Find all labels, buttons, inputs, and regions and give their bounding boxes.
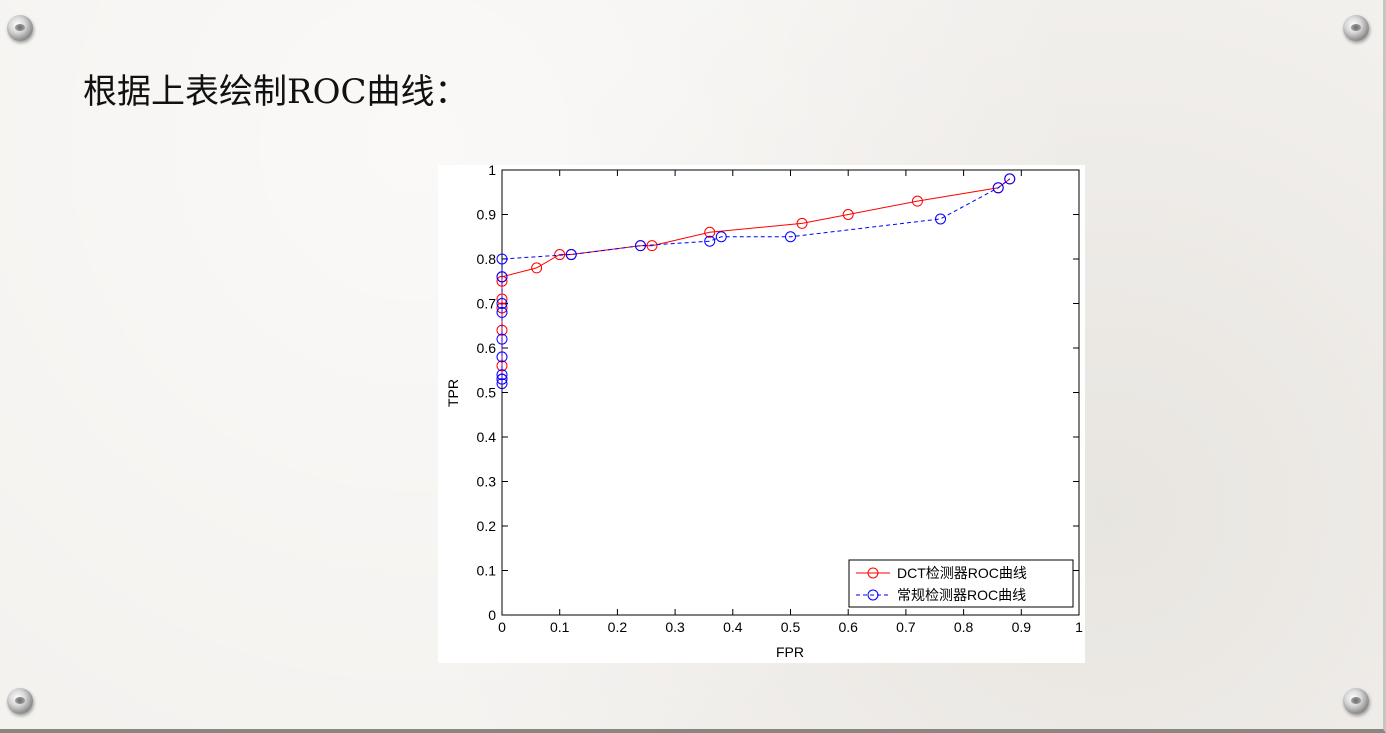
y-tick-label: 0.7 (477, 296, 497, 312)
data-point-conventional (634, 240, 646, 252)
series-conventional (496, 173, 1016, 390)
x-tick-label: 0.8 (954, 619, 974, 635)
x-tick-label: 0.5 (781, 619, 801, 635)
y-tick-label: 0.3 (477, 474, 497, 490)
data-point-conventional (704, 235, 716, 247)
y-tick-label: 0.9 (477, 207, 497, 223)
x-tick-label: 0.1 (550, 619, 570, 635)
y-tick-label: 0.1 (477, 563, 497, 579)
x-axis-label: FPR (776, 644, 804, 660)
slide-title: 根据上表绘制ROC曲线： (83, 72, 469, 112)
data-point-dct (842, 209, 854, 220)
pin-icon (7, 15, 33, 41)
pin-icon (7, 688, 33, 714)
data-point-conventional (496, 306, 508, 318)
y-tick-label: 0.4 (477, 429, 497, 445)
data-point-conventional (1004, 173, 1016, 185)
y-tick-label: 1 (488, 165, 496, 178)
data-point-conventional (496, 369, 508, 381)
data-point-conventional (496, 253, 508, 265)
pin-icon (1343, 688, 1369, 714)
data-point-dct (554, 249, 566, 261)
series-line-conventional (501, 178, 1011, 384)
legend-label-conventional: 常规检测器ROC曲线 (897, 587, 1026, 603)
y-tick-label: 0 (488, 607, 496, 623)
legend: DCT检测器ROC曲线 常规检测器ROC曲线 (848, 559, 1074, 608)
data-point-conventional (496, 351, 508, 363)
data-point-conventional (992, 182, 1004, 194)
pin-icon (1343, 15, 1369, 41)
x-tick-label: 0.4 (723, 619, 743, 635)
x-tick-label: 0.9 (1012, 619, 1032, 635)
y-axis-label: TPR (445, 379, 461, 407)
roc-chart: 0 0.1 0.2 0.3 0.4 0.5 0.6 0.7 0.8 0.9 1 0 0.1 0.2 0.3… (445, 165, 1083, 660)
data-point-conventional (935, 213, 947, 225)
x-tick-label: 0.6 (838, 619, 858, 635)
plot-area (501, 169, 1080, 616)
x-tick-label: 1 (1075, 619, 1083, 635)
roc-chart-figure: 0 0.1 0.2 0.3 0.4 0.5 0.6 0.7 0.8 0.9 1 0 0.1 0.2 0.3… (438, 165, 1085, 663)
legend-box (848, 559, 1074, 608)
data-point-conventional (785, 231, 796, 243)
legend-marker-conventional (867, 589, 879, 601)
y-tick-label: 0.6 (477, 340, 497, 356)
data-point-dct (646, 240, 658, 252)
y-tick-label: 0.8 (477, 251, 497, 267)
y-tick-label: 0.5 (477, 385, 497, 401)
y-tick-label: 0.2 (477, 518, 497, 534)
legend-label-dct: DCT检测器ROC曲线 (897, 565, 1027, 581)
data-point-conventional (565, 249, 577, 261)
data-point-dct (796, 217, 808, 229)
data-point-conventional (496, 373, 508, 385)
legend-marker-dct (867, 567, 879, 579)
data-point-conventional (496, 271, 508, 283)
data-point-conventional (496, 378, 508, 390)
data-point-dct (704, 226, 716, 238)
x-tick-label: 0 (498, 619, 506, 635)
data-point-dct (911, 195, 923, 207)
x-tick-label: 0.3 (665, 619, 685, 635)
x-tick-label: 0.7 (896, 619, 916, 635)
data-point-dct (531, 262, 543, 274)
x-tick-label: 0.2 (608, 619, 628, 635)
data-point-conventional (496, 298, 508, 309)
data-point-conventional (496, 333, 508, 345)
data-point-conventional (715, 231, 727, 243)
